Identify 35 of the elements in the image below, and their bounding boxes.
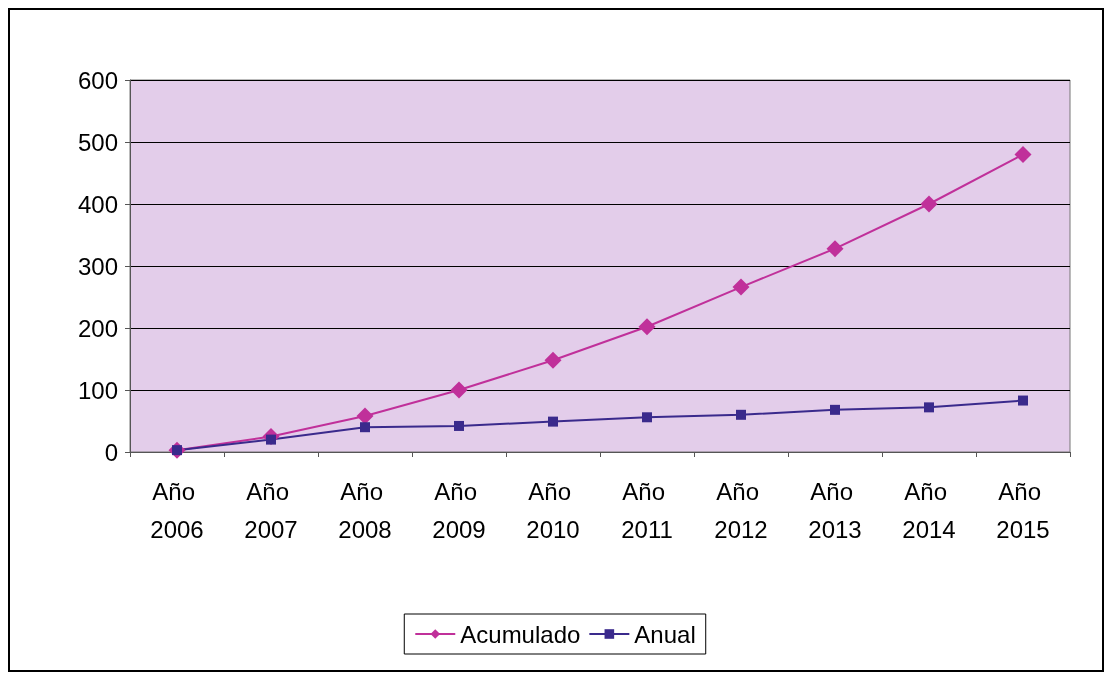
point — [732, 278, 750, 296]
y-tick-label: 400 — [77, 190, 118, 218]
y-tick-label: 500 — [77, 128, 118, 156]
y-tick-label: 0 — [104, 438, 118, 466]
x-tick-label: Año 2008 — [338, 477, 392, 543]
point — [454, 420, 464, 431]
point — [924, 402, 934, 413]
point — [736, 409, 746, 420]
point — [1014, 145, 1032, 163]
x-tick-label: Año 2013 — [808, 477, 862, 543]
legend-label: Anual — [634, 620, 696, 648]
y-tick-label: 600 — [77, 66, 118, 94]
point — [548, 416, 558, 427]
y-tick-label: 300 — [77, 252, 118, 280]
x-tick-label: Año 2009 — [432, 477, 486, 543]
point — [920, 195, 938, 213]
point — [544, 351, 562, 369]
point — [450, 381, 468, 399]
point — [1018, 395, 1028, 406]
point — [642, 412, 652, 423]
point — [356, 407, 374, 425]
x-tick-label: Año 2011 — [621, 477, 673, 543]
x-tick-label: Año 2010 — [526, 477, 580, 543]
x-tick-label: Año 2007 — [244, 477, 298, 543]
y-tick-label: 200 — [77, 314, 118, 342]
x-tick-label: Año 2015 — [996, 477, 1050, 543]
x-tick-label: Año 2006 — [150, 477, 204, 543]
point — [830, 404, 840, 415]
point — [360, 422, 370, 433]
x-tick-label: Año 2012 — [714, 477, 768, 543]
point — [826, 240, 844, 258]
legend-label: Acumulado — [460, 620, 581, 648]
point — [638, 318, 656, 336]
x-tick-label: Año 2014 — [902, 477, 956, 543]
y-tick-label: 100 — [77, 376, 118, 404]
